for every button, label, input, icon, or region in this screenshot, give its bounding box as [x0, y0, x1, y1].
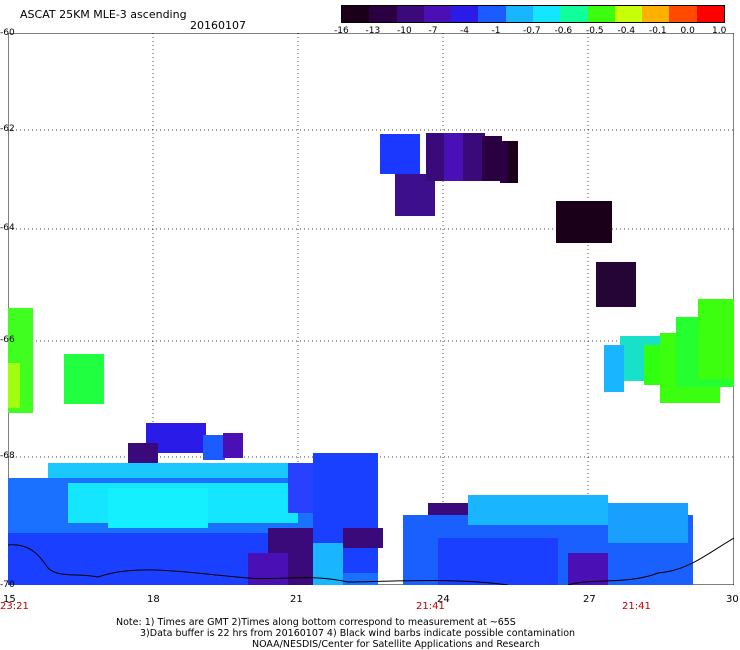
- colorbar-label: -0.5: [586, 26, 604, 36]
- colorbar-segment: [423, 6, 452, 22]
- colorbar-label: 1.0: [712, 26, 727, 36]
- notes: Note: 1) Times are GMT 2)Times along bot…: [116, 617, 575, 650]
- colorbar-label: -1: [491, 26, 501, 36]
- x-tick: 15: [3, 594, 16, 605]
- colorbar-segment: [478, 6, 506, 22]
- x-tick: 27: [583, 594, 596, 605]
- colorbar-label: 0.0: [680, 26, 695, 36]
- colorbar-label: -0.7: [523, 26, 541, 36]
- colorbar-segment: [696, 6, 724, 22]
- map-plot: [8, 33, 734, 585]
- note-line-3: NOAA/NESDIS/Center for Satellite Applica…: [252, 639, 540, 650]
- time-label: 21:41: [416, 601, 445, 612]
- colorbar-segment: [451, 6, 479, 22]
- note-line-2: 3)Data buffer is 22 hrs from 20160107 4)…: [140, 628, 576, 639]
- colorbar-label: -7: [428, 26, 438, 36]
- colorbar: [341, 5, 725, 23]
- colorbar-segment: [642, 6, 670, 22]
- colorbar-label: -0.6: [554, 26, 573, 36]
- coastline: [8, 537, 734, 585]
- y-tick: -70: [0, 580, 15, 590]
- colorbar-label: -13: [365, 26, 381, 36]
- colorbar-segment: [560, 6, 588, 22]
- note-line-1: Note: 1) Times are GMT 2)Times along bot…: [116, 617, 516, 628]
- y-tick: -62: [0, 124, 15, 134]
- colorbar-label: -16: [334, 26, 349, 36]
- time-label: 23:21: [0, 601, 29, 612]
- x-tick: 18: [147, 594, 160, 605]
- x-tick: 24: [437, 594, 450, 605]
- plot-title: ASCAT 25KM MLE-3 ascending: [20, 8, 187, 21]
- colorbar-segment: [669, 6, 697, 22]
- time-label: 21:41: [622, 601, 651, 612]
- colorbar-labels: -16 -13 -10 -7 -4 -1 -0.7 -0.6 -0.5 -0.4 -0.1 0.0 1.…: [330, 26, 730, 40]
- colorbar-label: -10: [397, 26, 412, 36]
- colorbar-label: -4: [460, 26, 469, 36]
- grid-lines: [8, 33, 734, 585]
- colorbar-segment: [614, 6, 643, 22]
- x-tick: 30: [726, 594, 739, 605]
- y-tick: -66: [0, 335, 15, 345]
- ice-data-swath: [8, 133, 734, 585]
- plot-date: 20160107: [190, 19, 246, 32]
- x-tick: 21: [290, 594, 303, 605]
- colorbar-segment: [587, 6, 615, 22]
- colorbar-segment: [505, 6, 533, 22]
- y-tick: -64: [0, 223, 15, 233]
- colorbar-segment: [532, 6, 561, 22]
- colorbar-segment: [369, 6, 397, 22]
- colorbar-segment: [342, 6, 370, 22]
- colorbar-label: -0.4: [617, 26, 636, 36]
- y-tick: -68: [0, 451, 15, 461]
- colorbar-label: -0.1: [649, 26, 667, 36]
- y-tick: -60: [0, 28, 15, 38]
- colorbar-segment: [396, 6, 424, 22]
